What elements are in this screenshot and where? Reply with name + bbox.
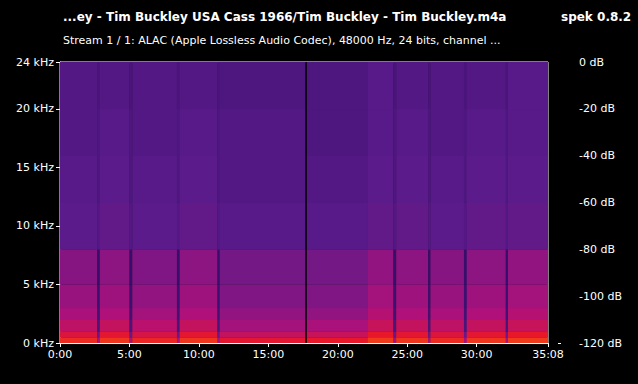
svg-text:spek 0.8.2: spek 0.8.2 bbox=[561, 10, 631, 24]
svg-text:-100 dB: -100 dB bbox=[579, 290, 622, 303]
svg-text:-80 dB: -80 dB bbox=[579, 243, 615, 256]
svg-text:35:08: 35:08 bbox=[532, 348, 564, 361]
svg-text:-120 dB: -120 dB bbox=[579, 337, 622, 350]
svg-text:0:00: 0:00 bbox=[48, 348, 73, 361]
svg-text:-40 dB: -40 dB bbox=[579, 149, 615, 162]
svg-text:Stream 1 / 1: ALAC (Apple Loss: Stream 1 / 1: ALAC (Apple Lossless Audio… bbox=[63, 34, 501, 47]
svg-text:30:00: 30:00 bbox=[461, 348, 493, 361]
svg-text:24 kHz: 24 kHz bbox=[16, 56, 54, 69]
svg-text:25:00: 25:00 bbox=[391, 348, 423, 361]
svg-text:20 kHz: 20 kHz bbox=[16, 102, 54, 115]
svg-text:0 kHz: 0 kHz bbox=[23, 336, 54, 350]
svg-text:-60 dB: -60 dB bbox=[579, 196, 615, 209]
svg-text:10 kHz: 10 kHz bbox=[16, 219, 54, 232]
svg-text:...ey - Tim Buckley USA Cass 1: ...ey - Tim Buckley USA Cass 1966/Tim Bu… bbox=[63, 10, 506, 24]
svg-text:15 kHz: 15 kHz bbox=[16, 161, 54, 174]
svg-text:15:00: 15:00 bbox=[252, 348, 284, 361]
svg-text:5:00: 5:00 bbox=[117, 348, 142, 361]
svg-text:10:00: 10:00 bbox=[183, 348, 215, 361]
svg-text:0 dB: 0 dB bbox=[579, 56, 604, 69]
svg-text:5 kHz: 5 kHz bbox=[23, 278, 54, 291]
svg-text:20:00: 20:00 bbox=[322, 348, 354, 361]
svg-text:-20 dB: -20 dB bbox=[579, 102, 615, 115]
